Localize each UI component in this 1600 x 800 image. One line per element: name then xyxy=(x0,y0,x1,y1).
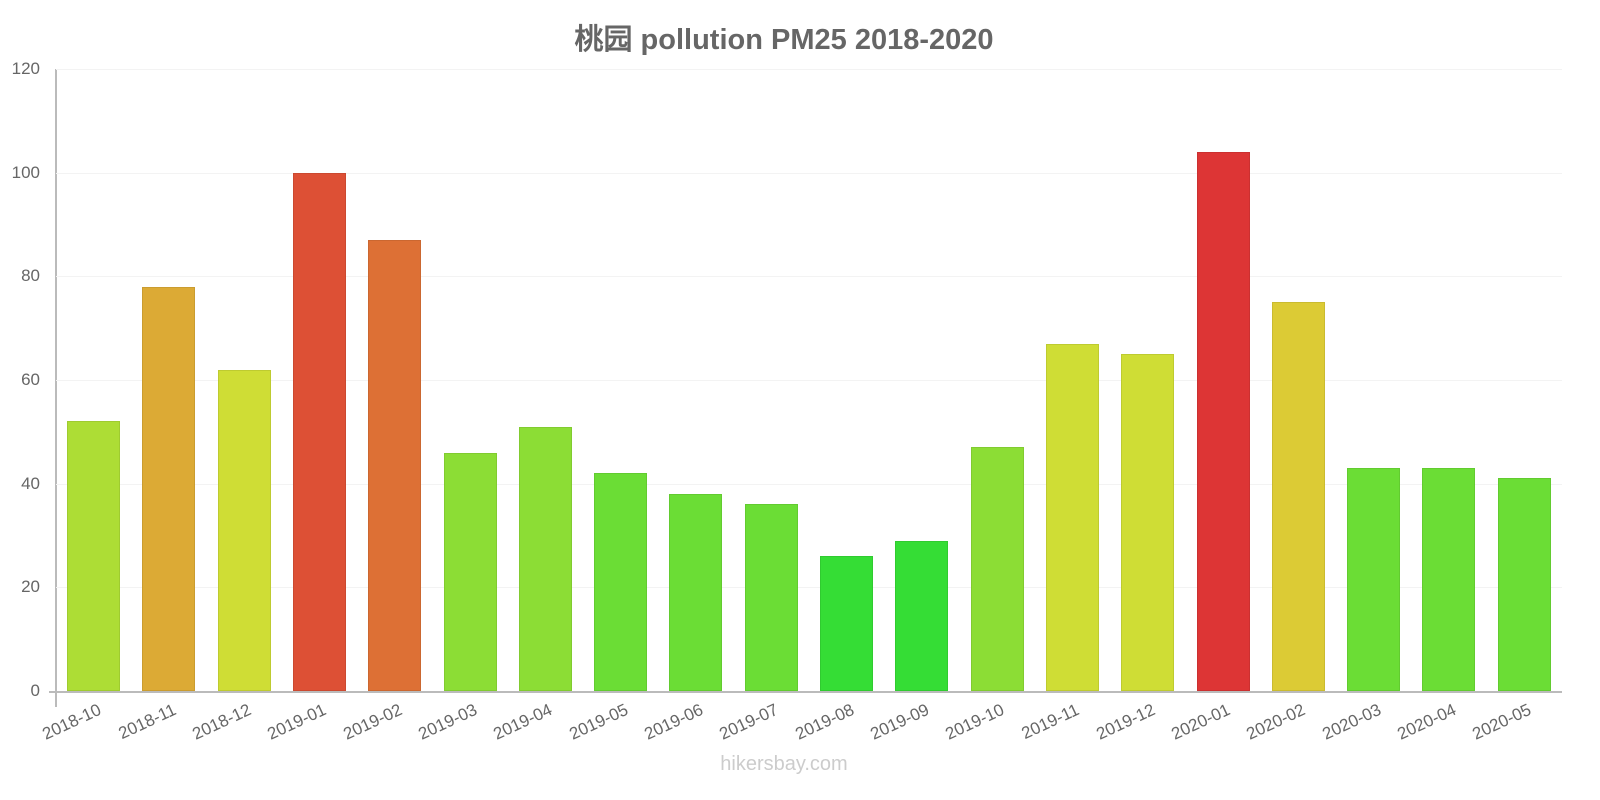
x-tick-label: 2019-11 xyxy=(1018,700,1083,744)
y-tick-label: 80 xyxy=(21,266,40,286)
x-tick-label: 2020-04 xyxy=(1394,700,1459,744)
watermark: hikersbay.com xyxy=(720,753,848,775)
y-tick-label: 60 xyxy=(21,370,40,389)
bar-2019-02[interactable] xyxy=(368,240,422,691)
bar-2019-01[interactable] xyxy=(292,172,346,691)
y-axis xyxy=(55,69,57,707)
x-tick-label: 2018-12 xyxy=(189,700,255,744)
x-tick-label: 2019-10 xyxy=(942,700,1008,744)
bar-2019-11[interactable] xyxy=(1045,343,1099,691)
bar-2019-12[interactable] xyxy=(1121,354,1175,691)
y-tick-label: 20 xyxy=(21,577,40,597)
x-tick-label: 2019-06 xyxy=(641,700,706,744)
gridline xyxy=(56,380,1562,381)
x-tick-label: 2018-11 xyxy=(115,700,179,744)
bar-2019-06[interactable] xyxy=(669,494,723,691)
bar-2020-05[interactable] xyxy=(1497,478,1551,691)
x-tick-label: 2019-05 xyxy=(566,700,631,744)
bar-2019-10[interactable] xyxy=(970,447,1024,691)
gridline xyxy=(56,69,1562,70)
x-tick-label: 2020-03 xyxy=(1319,700,1384,744)
bar-2020-04[interactable] xyxy=(1422,468,1476,691)
y-tick-label: 100 xyxy=(11,162,40,182)
bar-2019-08[interactable] xyxy=(820,556,873,691)
bar-2020-02[interactable] xyxy=(1271,302,1325,691)
bar-2018-11[interactable] xyxy=(142,286,196,691)
bar-2019-04[interactable] xyxy=(518,426,572,691)
bar-2020-03[interactable] xyxy=(1347,468,1401,691)
x-tick-label: 2019-09 xyxy=(867,700,932,744)
gridline xyxy=(56,172,1562,174)
x-tick-label: 2020-01 xyxy=(1168,700,1234,744)
gridline xyxy=(56,483,1562,485)
bar-2018-10[interactable] xyxy=(67,421,120,691)
x-tick-label: 2019-07 xyxy=(716,700,782,744)
bar-2019-07[interactable] xyxy=(744,504,798,691)
x-tick-label: 2019-04 xyxy=(490,700,556,744)
x-tick-label: 2019-12 xyxy=(1093,700,1158,744)
x-tick-label: 2020-05 xyxy=(1469,700,1535,744)
bar-2020-01[interactable] xyxy=(1196,151,1250,691)
x-tick-label: 2020-02 xyxy=(1243,700,1309,744)
bar-2018-12[interactable] xyxy=(217,369,271,691)
bar-2019-09[interactable] xyxy=(895,540,949,691)
x-tick-label: 2019-01 xyxy=(264,700,330,744)
y-tick-label: 40 xyxy=(21,473,40,493)
y-tick-label: 0 xyxy=(30,681,40,700)
bar-2019-03[interactable] xyxy=(443,452,497,691)
x-tick-label: 2019-02 xyxy=(340,700,405,744)
x-axis xyxy=(49,691,1562,693)
y-tick-label: 120 xyxy=(11,59,40,78)
x-tick-label: 2019-08 xyxy=(791,700,857,744)
x-tick-label: 2019-03 xyxy=(415,700,481,744)
bar-2019-05[interactable] xyxy=(594,473,648,691)
gridline xyxy=(56,276,1562,278)
x-tick-label: 2018-10 xyxy=(38,700,104,744)
gridline xyxy=(56,587,1562,589)
chart-title: 桃园 pollution PM25 2018-2020 xyxy=(574,24,994,56)
